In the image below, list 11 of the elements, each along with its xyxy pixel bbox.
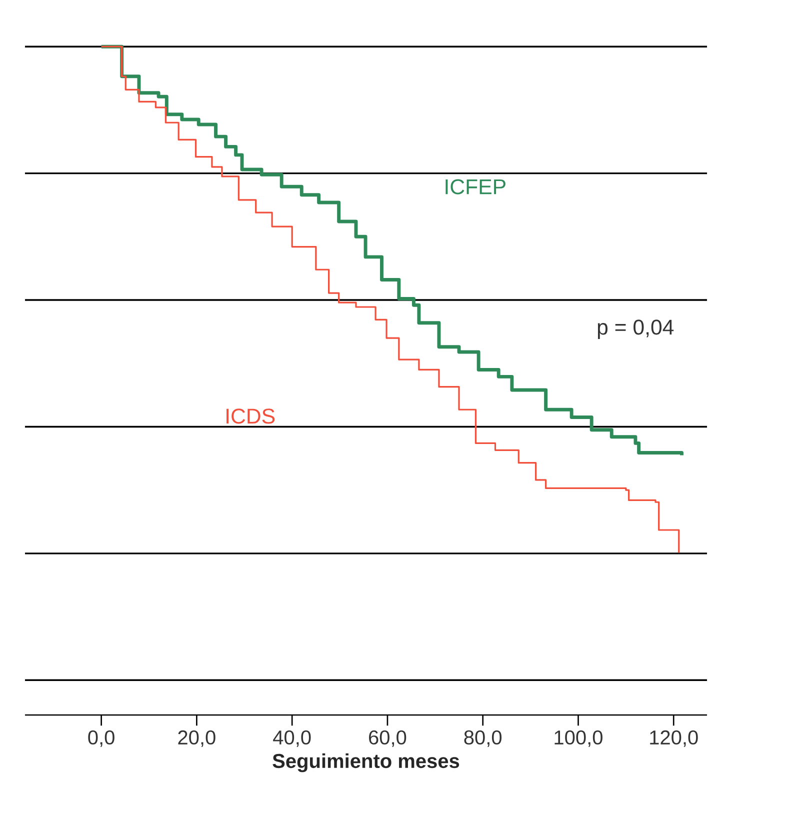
x-tick-label: 120,0 [650,730,698,747]
text: ICFEP [446,179,506,194]
text: ICDS [226,408,275,424]
x-tick-label: 40,0 [273,730,311,747]
x-tick-label: 60,0 [369,730,406,747]
x-tick-label: 0,0 [88,730,114,747]
x-axis-title: Seguimiento meses [272,753,460,772]
annotation: p = 0,04 [598,320,674,339]
x-tick-label: 20,0 [178,730,216,747]
x-tick-label: 100,0 [554,730,602,747]
x-tick-label: 80,0 [464,730,502,747]
